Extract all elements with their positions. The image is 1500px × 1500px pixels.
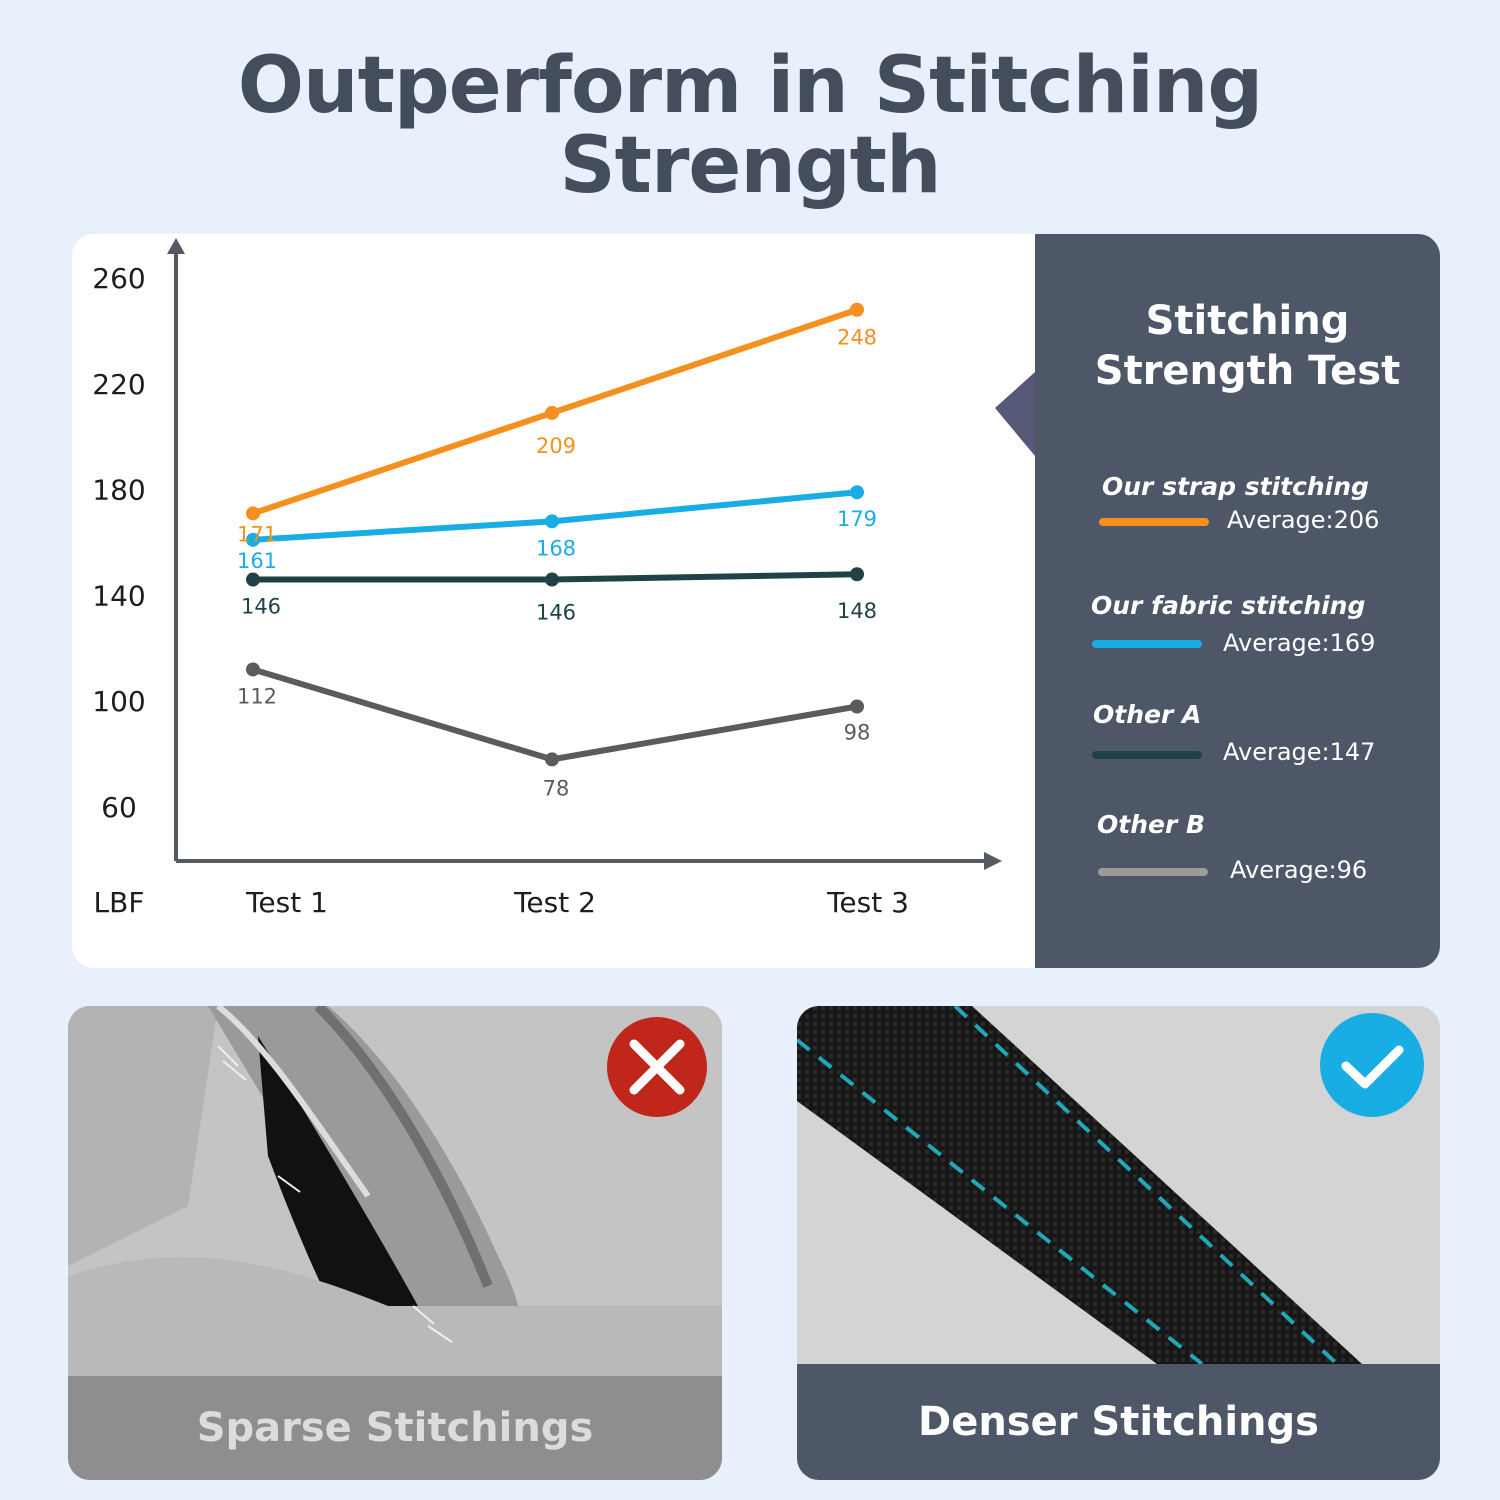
data-label: 168 bbox=[536, 536, 576, 560]
x-icon bbox=[607, 1017, 707, 1117]
legend-item-other-b: Other B Average:96 bbox=[1035, 810, 1440, 900]
legend-average: Average:169 bbox=[1223, 629, 1376, 657]
data-point bbox=[545, 752, 559, 767]
legend-panel: Stitching Strength Test Our strap stitch… bbox=[995, 234, 1440, 968]
x-tick-label: Test 3 bbox=[826, 886, 909, 919]
legend-swatch bbox=[1099, 518, 1209, 526]
data-point bbox=[246, 506, 260, 521]
check-icon bbox=[1320, 1013, 1424, 1117]
x-axis-arrow bbox=[984, 852, 1002, 870]
legend-title-line-1: Stitching bbox=[1145, 298, 1350, 344]
y-axis-arrow bbox=[167, 238, 185, 254]
data-point bbox=[545, 572, 559, 587]
data-labels: 171 209 248 161 168 179 146 146 148 112 78 98 bbox=[237, 326, 877, 801]
y-tick-label: 220 bbox=[92, 368, 145, 401]
y-axis-unit-label: LBF bbox=[94, 886, 145, 919]
y-tick-labels: 260 220 180 140 100 60 bbox=[92, 262, 145, 824]
legend-average: Average:147 bbox=[1223, 738, 1376, 766]
data-label: 112 bbox=[237, 684, 277, 708]
legend-title-line-2: Strength Test bbox=[1094, 348, 1401, 394]
line-chart: 260 220 180 140 100 60 Test 1 Test 2 Test 3 LBF… bbox=[92, 238, 1002, 919]
data-label: 146 bbox=[241, 595, 281, 619]
x-tick-label: Test 2 bbox=[513, 886, 596, 919]
data-point bbox=[850, 485, 864, 500]
page-headline: Outperform in Stitching Strength bbox=[0, 46, 1500, 206]
data-label: 146 bbox=[536, 601, 576, 625]
denser-stitching-photo bbox=[797, 1006, 1440, 1480]
data-point bbox=[545, 514, 559, 529]
legend-series-name: Our fabric stitching bbox=[1091, 591, 1366, 620]
legend-item-fabric: Our fabric stitching Average:169 bbox=[1035, 591, 1440, 681]
data-label: 161 bbox=[237, 549, 277, 573]
data-label: 98 bbox=[844, 720, 871, 744]
data-point bbox=[850, 302, 864, 317]
headline-line-1: Outperform in Stitching bbox=[237, 41, 1264, 131]
legend-average: Average:206 bbox=[1227, 506, 1380, 534]
x-tick-labels: Test 1 Test 2 Test 3 bbox=[245, 886, 909, 919]
data-point bbox=[545, 405, 559, 420]
sparse-caption: Sparse Stitchings bbox=[196, 1405, 594, 1451]
data-point bbox=[246, 662, 260, 677]
sparse-stitching-card: Sparse Stitchings bbox=[68, 1006, 722, 1480]
y-tick-label: 100 bbox=[92, 685, 145, 718]
series-lines bbox=[246, 302, 864, 767]
chart-axes bbox=[167, 238, 1002, 870]
legend-series-name: Other B bbox=[1097, 810, 1206, 839]
legend-swatch bbox=[1092, 640, 1202, 648]
legend-title: Stitching Strength Test bbox=[1035, 296, 1460, 396]
legend-pointer bbox=[995, 372, 1035, 456]
data-label: 78 bbox=[543, 776, 570, 800]
denser-caption: Denser Stitchings bbox=[918, 1399, 1319, 1445]
series-line bbox=[252, 666, 858, 763]
headline-line-2: Strength bbox=[559, 121, 941, 211]
legend-item-other-a: Other A Average:147 bbox=[1035, 700, 1440, 790]
data-point bbox=[850, 567, 864, 582]
data-point bbox=[246, 572, 260, 587]
denser-stitching-card: Denser Stitchings bbox=[797, 1006, 1440, 1480]
legend-item-strap: Our strap stitching Average:206 bbox=[1035, 472, 1440, 562]
x-tick-label: Test 1 bbox=[245, 886, 328, 919]
y-tick-label: 140 bbox=[92, 579, 145, 612]
data-label: 179 bbox=[837, 507, 877, 531]
legend-series-name: Our strap stitching bbox=[1102, 472, 1369, 501]
data-label: 248 bbox=[837, 326, 877, 350]
legend-average: Average:96 bbox=[1230, 856, 1368, 884]
data-point bbox=[246, 532, 260, 547]
legend-swatch bbox=[1092, 751, 1202, 759]
y-tick-label: 260 bbox=[92, 262, 145, 295]
data-label: 171 bbox=[237, 522, 277, 546]
legend-swatch bbox=[1098, 868, 1208, 876]
data-label: 148 bbox=[837, 599, 877, 623]
legend-series-name: Other A bbox=[1093, 700, 1202, 729]
y-tick-label: 180 bbox=[92, 474, 145, 507]
data-point bbox=[850, 699, 864, 714]
data-label: 209 bbox=[536, 434, 576, 458]
y-tick-label: 60 bbox=[101, 791, 137, 824]
